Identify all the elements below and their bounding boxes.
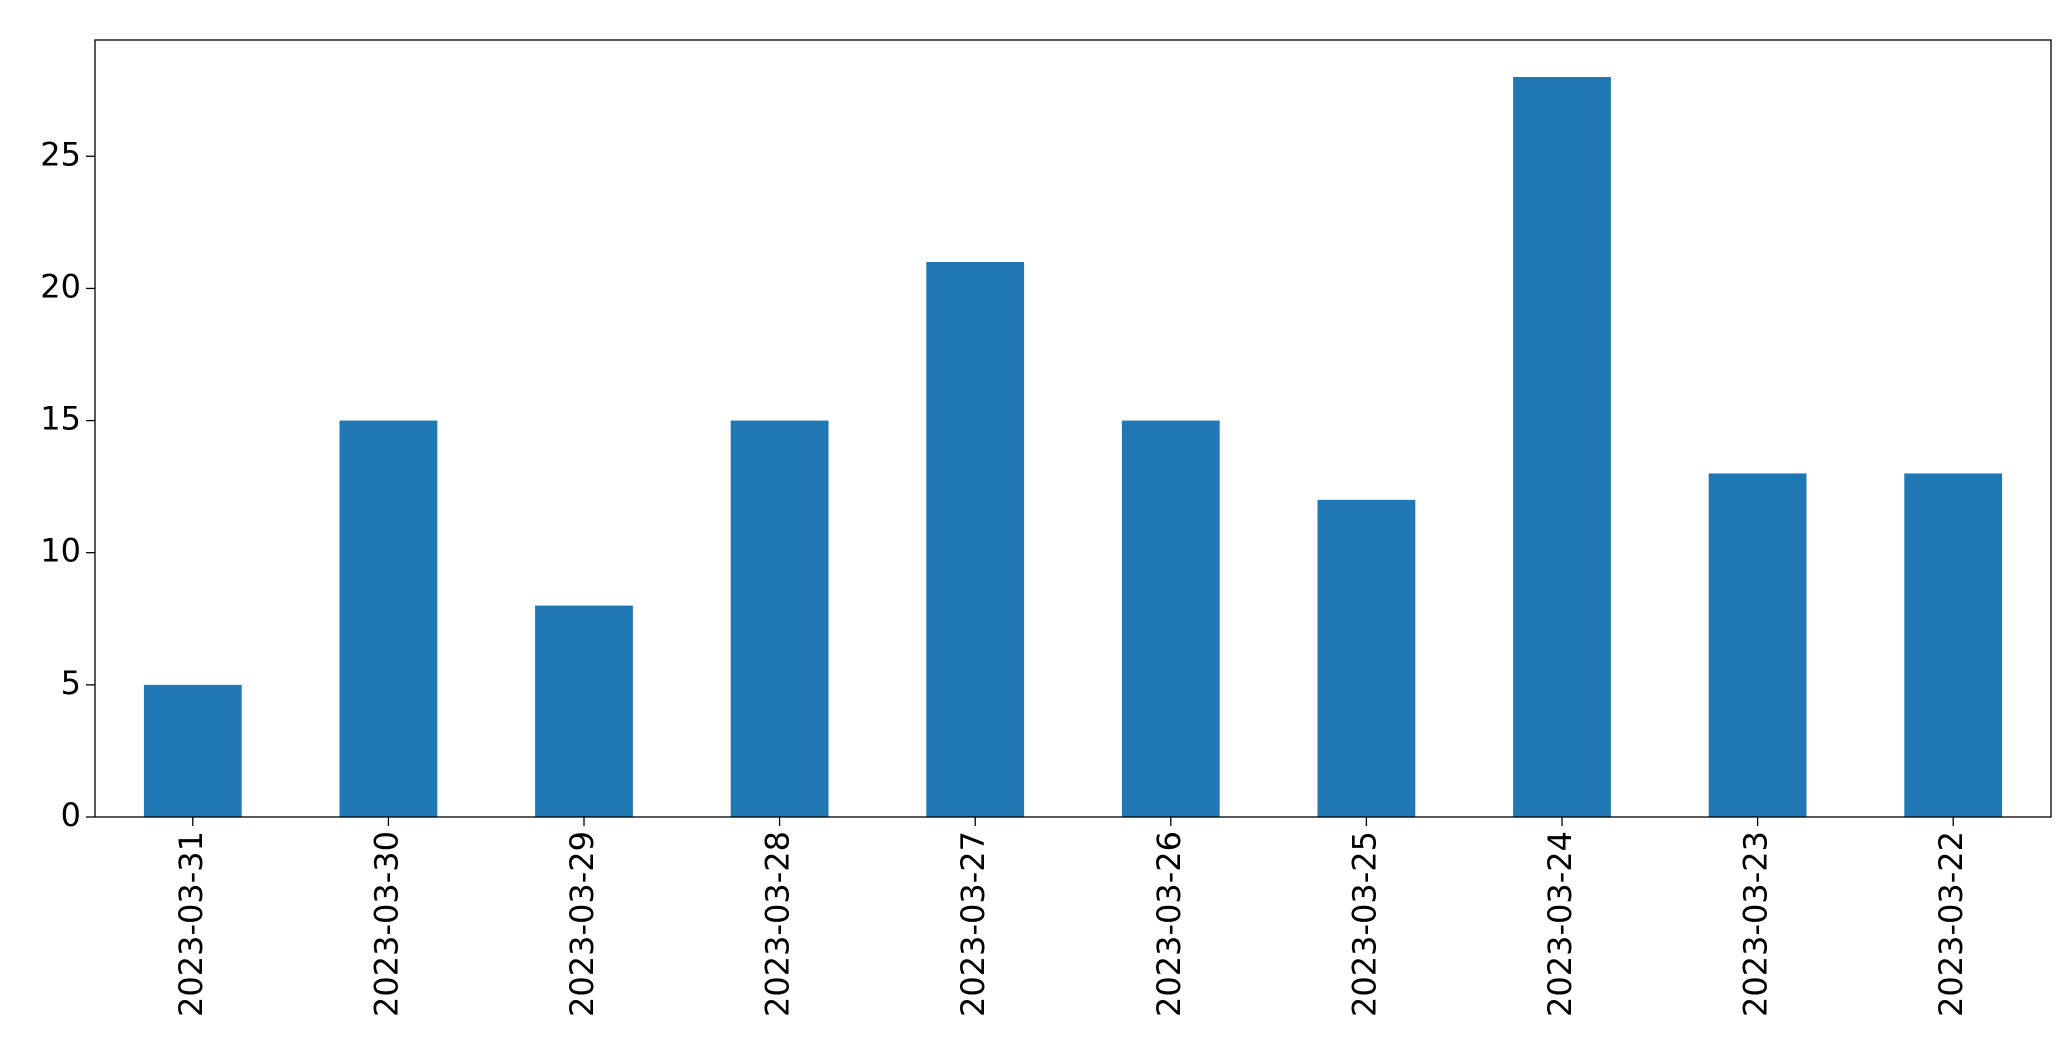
x-tick-label: 2023-03-26 bbox=[1150, 831, 1188, 1017]
bar bbox=[926, 262, 1025, 817]
x-tick-label: 2023-03-31 bbox=[172, 831, 210, 1017]
y-tick-label: 20 bbox=[40, 267, 81, 305]
y-tick-label: 10 bbox=[40, 532, 81, 570]
y-tick-label: 15 bbox=[40, 400, 81, 438]
x-tick-label: 2023-03-23 bbox=[1737, 831, 1775, 1017]
bar bbox=[339, 420, 438, 817]
bar bbox=[1904, 473, 2003, 817]
bar bbox=[143, 684, 242, 817]
y-tick-label: 25 bbox=[40, 135, 81, 173]
x-tick-label: 2023-03-27 bbox=[954, 831, 992, 1017]
x-tick-label: 2023-03-24 bbox=[1541, 831, 1579, 1017]
bar bbox=[730, 420, 829, 817]
x-tick-label: 2023-03-30 bbox=[367, 831, 405, 1017]
bar bbox=[1513, 77, 1611, 817]
bar bbox=[1121, 420, 1220, 817]
x-tick-label: 2023-03-25 bbox=[1345, 831, 1383, 1017]
x-tick-label: 2023-03-28 bbox=[759, 831, 797, 1017]
bar bbox=[1317, 499, 1416, 817]
bar bbox=[1708, 473, 1807, 817]
y-tick-label: 5 bbox=[61, 664, 81, 702]
x-tick-label: 2023-03-29 bbox=[563, 831, 601, 1017]
y-tick-label: 0 bbox=[61, 796, 81, 834]
x-tick-label: 2023-03-22 bbox=[1932, 831, 1970, 1017]
plot-frame bbox=[94, 39, 2052, 818]
bar bbox=[535, 605, 633, 817]
